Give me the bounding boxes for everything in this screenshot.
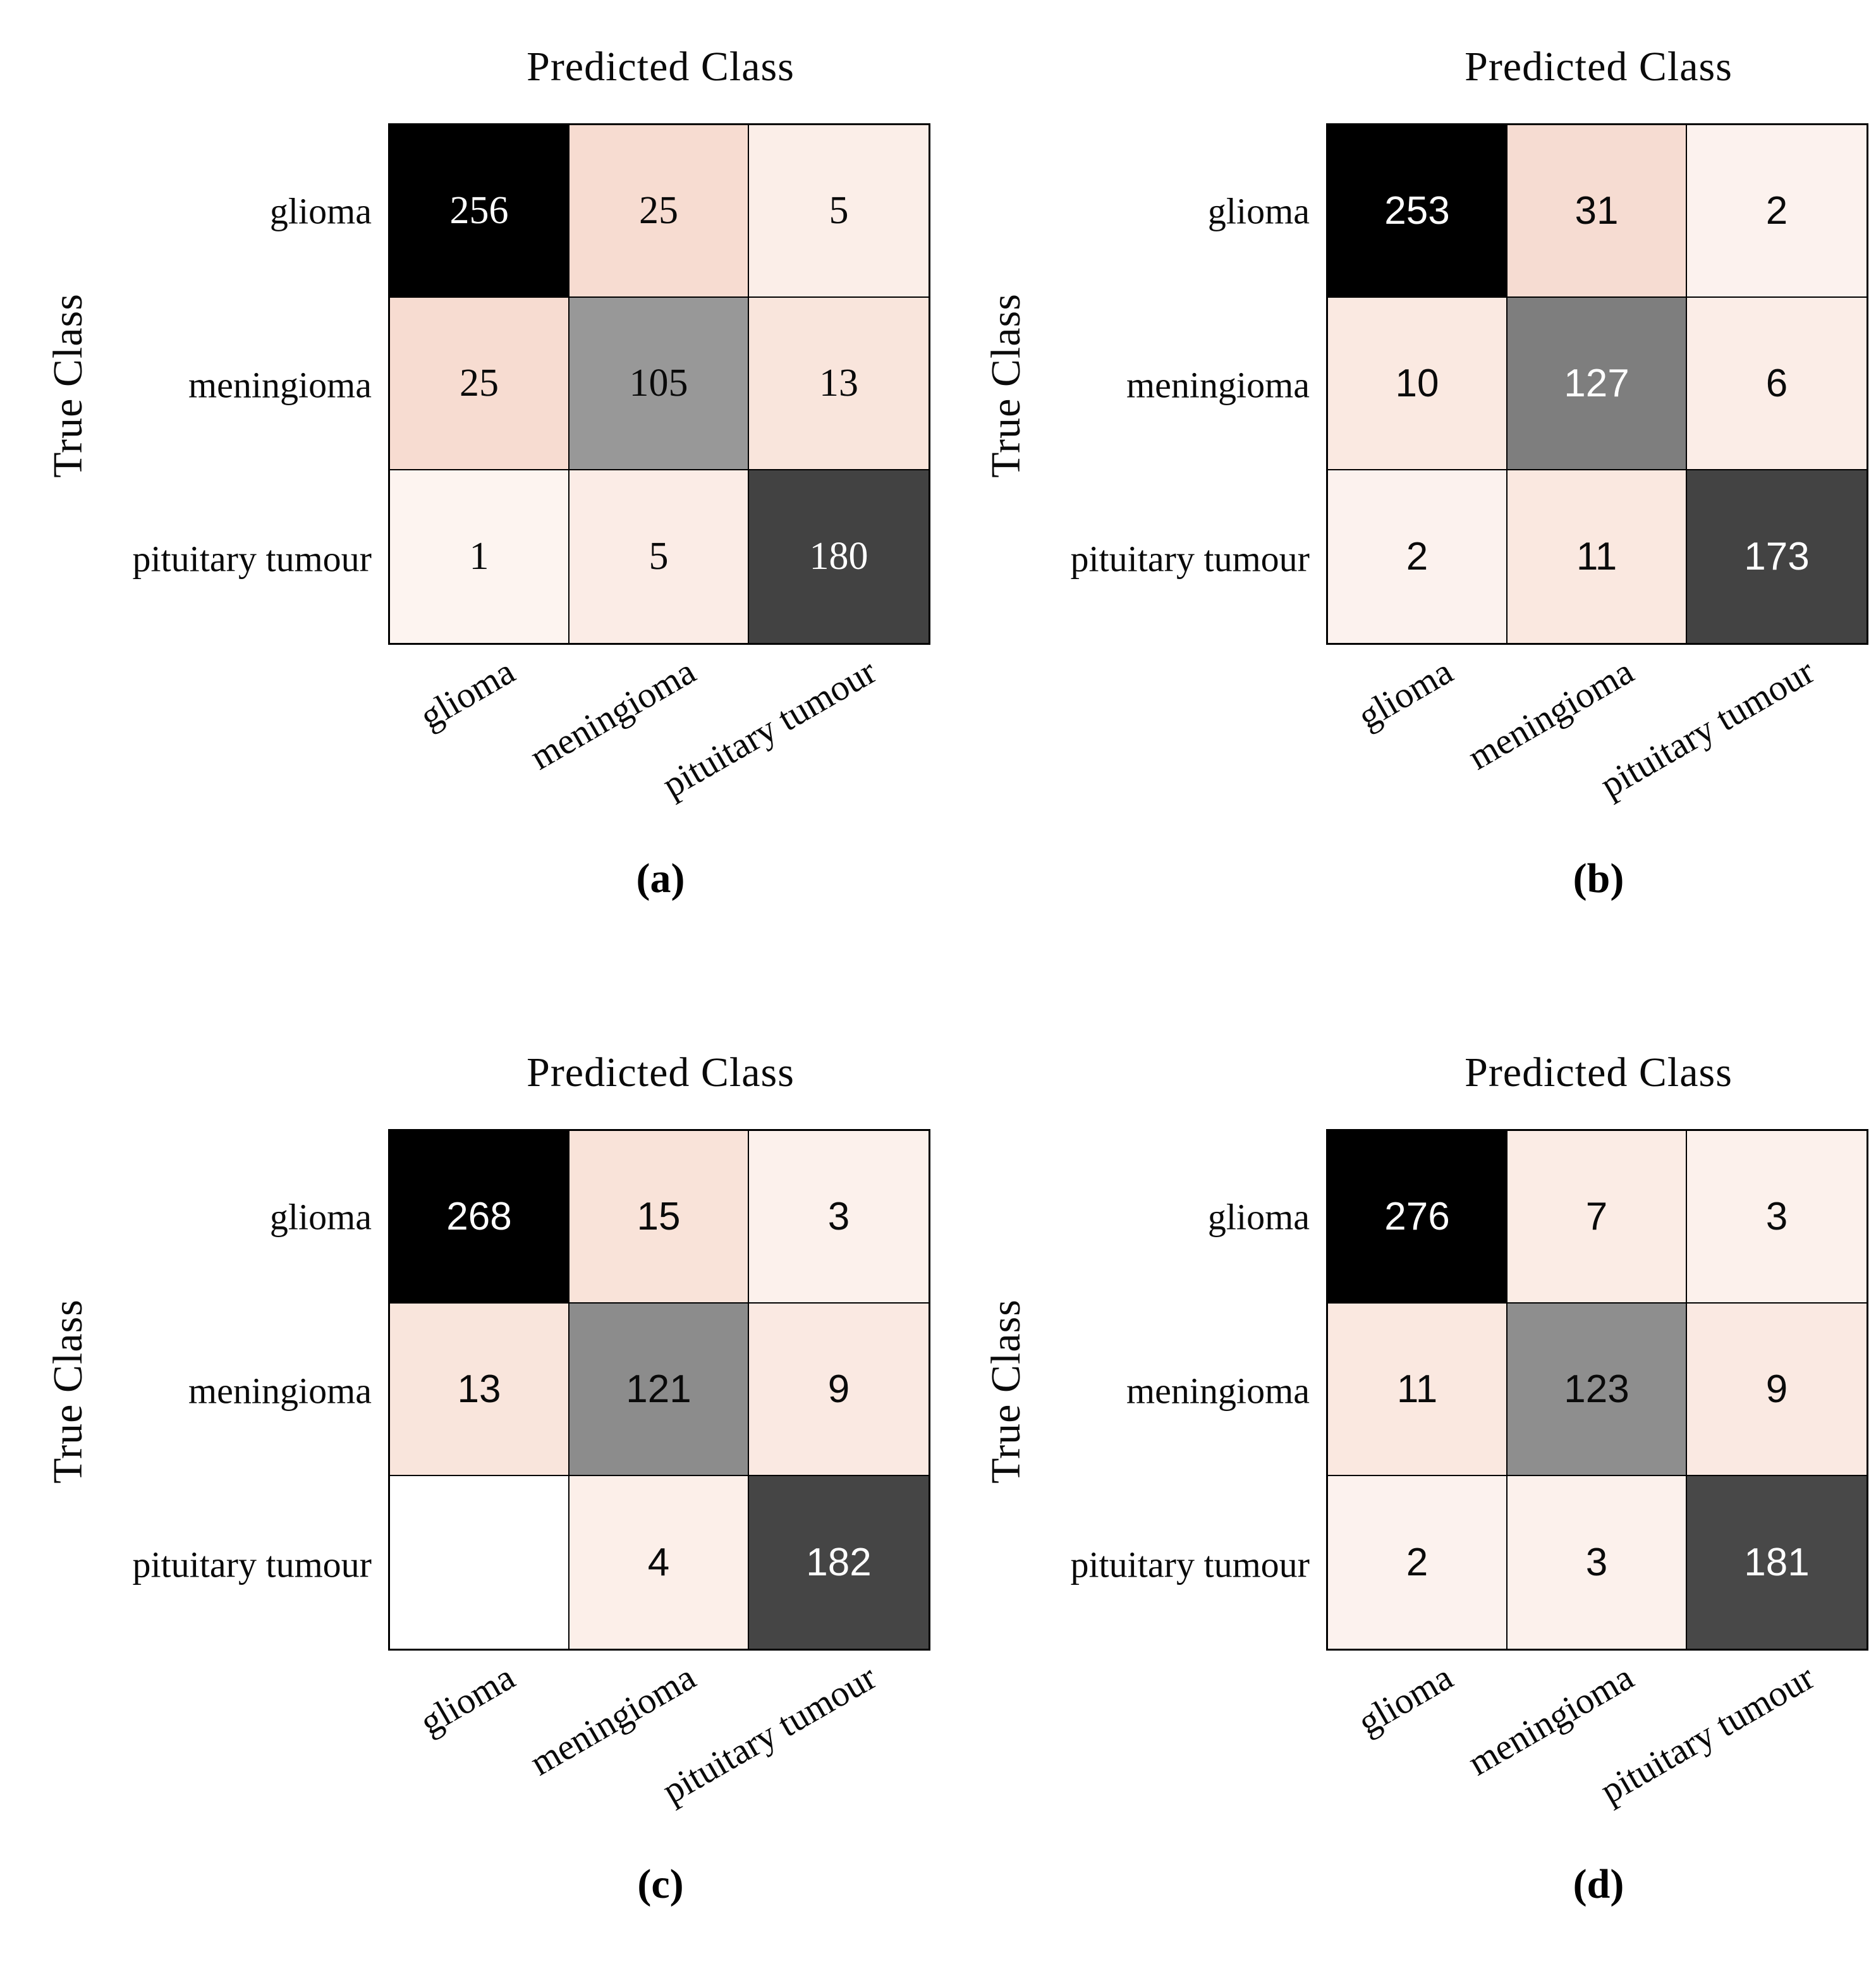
row-tick-label: glioma <box>1207 190 1310 232</box>
panel-c: Predicted Class True Class glioma meningi… <box>0 987 938 1973</box>
matrix-cell: 11 <box>1508 470 1687 643</box>
row-tick-label: pituitary tumour <box>132 1544 372 1585</box>
panel-d: Predicted Class True Class glioma meningi… <box>938 987 1876 1973</box>
row-tick-label: meningioma <box>1126 1370 1310 1412</box>
confusion-grid: 268 15 3 13 121 9 4 182 <box>388 1129 930 1651</box>
matrix-cell: 127 <box>1508 298 1687 470</box>
matrix-cell: 25 <box>570 125 749 298</box>
matrix-cell: 25 <box>390 298 570 470</box>
panel-caption: (d) <box>1573 1861 1624 1907</box>
confusion-grid: 276 7 3 11 123 9 2 3 181 <box>1326 1129 1868 1651</box>
matrix-cell: 4 <box>570 1476 749 1649</box>
matrix-cell: 1 <box>390 470 570 643</box>
row-tick-label: meningioma <box>188 364 372 406</box>
panel-a: Predicted Class True Class glioma meningi… <box>0 0 938 986</box>
matrix-cell: 9 <box>1687 1304 1867 1476</box>
row-tick-label: glioma <box>1207 1196 1310 1238</box>
matrix-cell: 5 <box>570 470 749 643</box>
matrix-cell: 256 <box>390 125 570 298</box>
panel-c-content: Predicted Class True Class glioma meningi… <box>0 1006 938 1973</box>
matrix-cell: 10 <box>1328 298 1508 470</box>
panel-caption: (b) <box>1573 855 1624 901</box>
matrix-cell: 6 <box>1687 298 1867 470</box>
matrix-cell: 2 <box>1328 1476 1508 1649</box>
row-tick-label: meningioma <box>188 1370 372 1412</box>
matrix-cell: 105 <box>570 298 749 470</box>
matrix-cell: 9 <box>749 1304 929 1476</box>
matrix-cell: 3 <box>1508 1476 1687 1649</box>
matrix-cell: 182 <box>749 1476 929 1649</box>
matrix-cell: 180 <box>749 470 929 643</box>
matrix-cell: 2 <box>1328 470 1508 643</box>
col-tick-label: glioma <box>412 1656 521 1743</box>
row-tick-label: glioma <box>269 190 372 232</box>
row-tick-label: pituitary tumour <box>1070 538 1310 580</box>
matrix-cell: 181 <box>1687 1476 1867 1649</box>
panel-b: Predicted Class True Class glioma meningi… <box>938 0 1876 986</box>
matrix-cell: 31 <box>1508 125 1687 298</box>
panel-caption: (c) <box>637 1861 684 1907</box>
x-axis-title: Predicted Class <box>527 44 795 90</box>
matrix-cell: 276 <box>1328 1131 1508 1304</box>
col-tick-label: glioma <box>1350 650 1459 737</box>
panel-caption: (a) <box>636 855 685 901</box>
matrix-cell: 173 <box>1687 470 1867 643</box>
x-axis-title: Predicted Class <box>1465 44 1733 90</box>
matrix-cell: 2 <box>1687 125 1867 298</box>
matrix-cell: 3 <box>1687 1131 1867 1304</box>
confusion-grid: 253 31 2 10 127 6 2 11 173 <box>1326 123 1868 645</box>
row-tick-label: pituitary tumour <box>1070 1544 1310 1585</box>
matrix-cell: 3 <box>749 1131 929 1304</box>
col-tick-label: glioma <box>412 650 521 737</box>
x-axis-title: Predicted Class <box>527 1049 795 1096</box>
row-tick-label: meningioma <box>1126 364 1310 406</box>
panel-b-content: Predicted Class True Class glioma meningi… <box>938 0 1876 986</box>
matrix-cell: 123 <box>1508 1304 1687 1476</box>
matrix-cell: 7 <box>1508 1131 1687 1304</box>
matrix-cell <box>390 1476 570 1649</box>
row-tick-label: glioma <box>269 1196 372 1238</box>
panel-a-content: Predicted Class True Class glioma meningi… <box>0 0 938 986</box>
confusion-grid: 256 25 5 25 105 13 1 5 180 <box>388 123 930 645</box>
matrix-cell: 268 <box>390 1131 570 1304</box>
row-tick-label: pituitary tumour <box>132 538 372 580</box>
x-axis-title: Predicted Class <box>1465 1049 1733 1096</box>
panel-d-content: Predicted Class True Class glioma meningi… <box>938 1006 1876 1973</box>
matrix-cell: 121 <box>570 1304 749 1476</box>
matrix-cell: 5 <box>749 125 929 298</box>
matrix-cell: 13 <box>749 298 929 470</box>
matrix-cell: 253 <box>1328 125 1508 298</box>
matrix-cell: 11 <box>1328 1304 1508 1476</box>
matrix-cell: 13 <box>390 1304 570 1476</box>
matrix-cell: 15 <box>570 1131 749 1304</box>
col-tick-label: glioma <box>1350 1656 1459 1743</box>
